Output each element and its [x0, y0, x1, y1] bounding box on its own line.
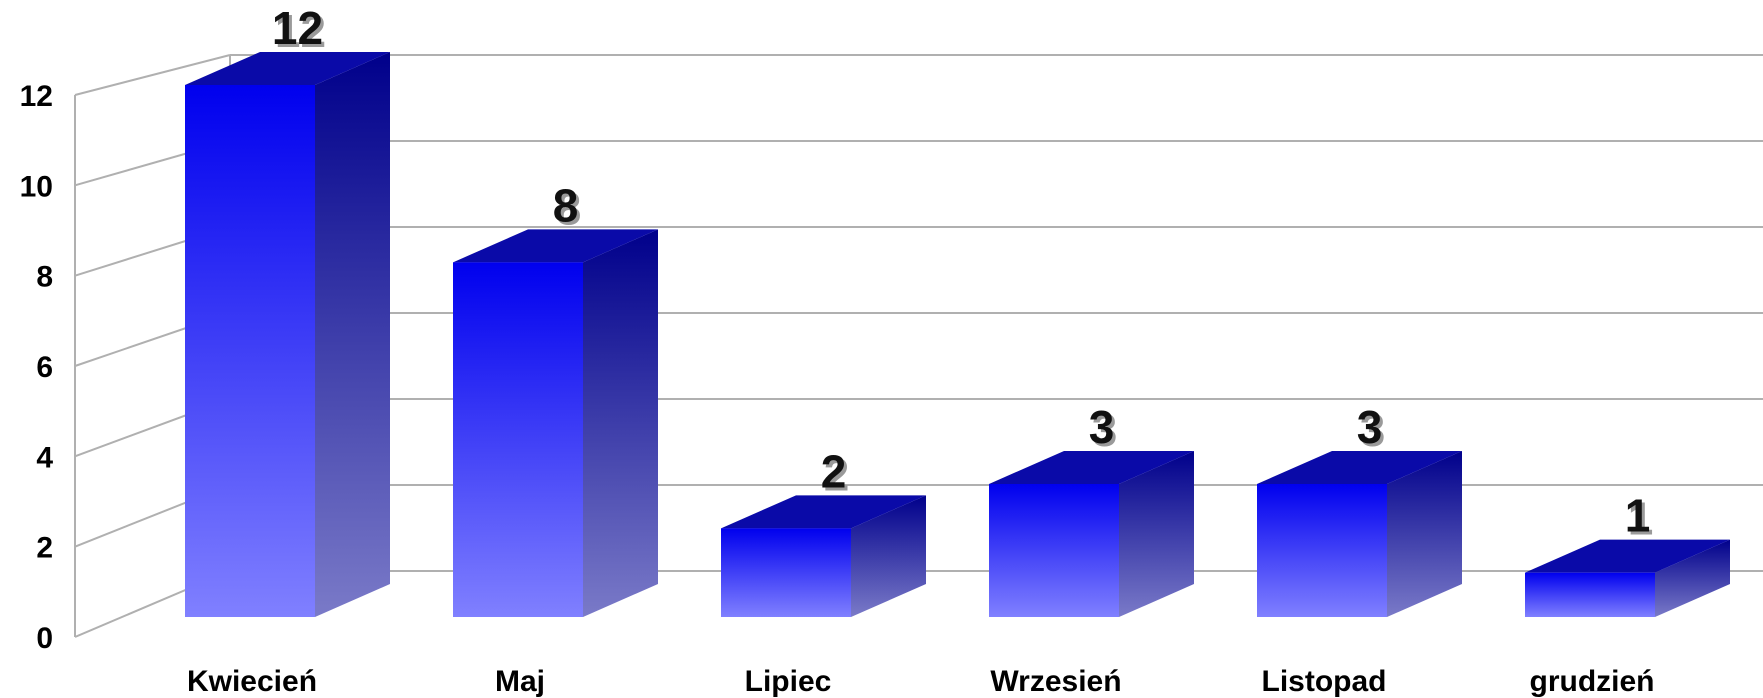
- y-tick-label: 12: [20, 80, 53, 113]
- data-label: 3: [1089, 401, 1115, 453]
- bar-front: [453, 262, 583, 617]
- x-tick-label: Kwiecień: [187, 665, 317, 698]
- bar-side: [851, 495, 926, 617]
- data-label-shadow: 3: [1360, 404, 1386, 456]
- y-tick-label: 8: [36, 261, 53, 294]
- x-tick-label: Lipiec: [745, 665, 832, 698]
- bar-front: [721, 528, 851, 617]
- bar-side: [315, 52, 390, 617]
- bar-top: [1525, 539, 1730, 573]
- bar: [721, 495, 926, 617]
- y-tick-label: 10: [20, 170, 53, 203]
- data-label: 1: [1625, 490, 1651, 542]
- bar-top: [453, 229, 658, 263]
- x-tick-label: grudzień: [1530, 665, 1655, 698]
- bar-side: [583, 229, 658, 618]
- y-tick-label: 4: [36, 441, 53, 474]
- bar-top: [1257, 451, 1462, 484]
- x-tick-label: Listopad: [1262, 665, 1387, 698]
- y-tick-label: 0: [36, 622, 53, 655]
- x-tick-label: Maj: [495, 665, 545, 698]
- y-axis: 0 2 4 6 8 10 12: [20, 80, 54, 655]
- x-axis: Kwiecień Maj Lipiec Wrzesień Listopad grudzie…: [187, 665, 1655, 698]
- bar: [453, 229, 658, 618]
- data-label: 3: [1357, 401, 1383, 453]
- x-tick-label: Wrzesień: [990, 665, 1121, 698]
- bars: [185, 52, 1730, 618]
- bar-top: [185, 52, 390, 85]
- bar: [185, 52, 390, 617]
- data-label: 12: [272, 2, 323, 54]
- data-label: 2: [821, 445, 847, 497]
- bar-front: [185, 85, 315, 617]
- bar-top: [989, 451, 1194, 484]
- data-label-shadow: 1: [1628, 493, 1654, 545]
- bar-front: [1257, 484, 1387, 617]
- bar: [1257, 451, 1462, 617]
- bar-front: [1525, 572, 1655, 617]
- data-label: 8: [553, 179, 579, 231]
- bar-side: [1655, 539, 1730, 617]
- bar-top: [721, 495, 926, 529]
- bar: [989, 451, 1194, 617]
- bar-front: [989, 484, 1119, 617]
- data-label-shadow: 8: [556, 182, 582, 234]
- gridline-depth: [74, 54, 231, 96]
- bar: [1525, 539, 1730, 617]
- data-label-shadow: 3: [1092, 404, 1118, 456]
- data-label-shadow: 12: [275, 5, 326, 57]
- y-tick-label: 6: [36, 351, 53, 384]
- bar-side: [1387, 451, 1462, 617]
- data-label-shadow: 2: [824, 448, 850, 500]
- y-tick-label: 2: [36, 532, 53, 565]
- bar-side: [1119, 451, 1194, 617]
